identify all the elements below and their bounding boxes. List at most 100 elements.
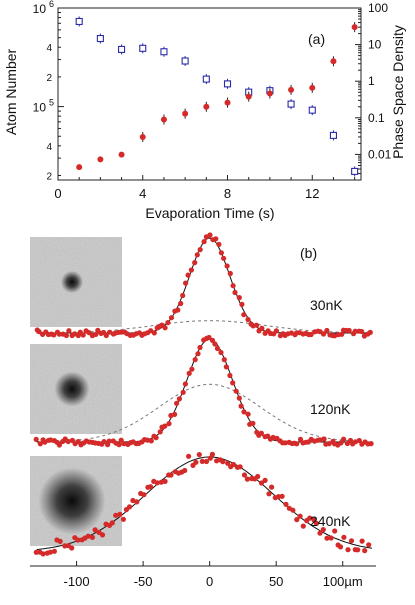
left-tick-label: 2 xyxy=(46,171,52,182)
profile-data-point xyxy=(162,478,168,484)
profile-data-point xyxy=(359,538,365,544)
profile-data-point xyxy=(85,533,91,539)
profile-data-point xyxy=(103,332,109,339)
panel-b: (b) -100 -50 0 50 100µm 30nK 120nK 240nK xyxy=(30,232,376,589)
psd-point xyxy=(118,151,125,158)
panel-b-x-tick-label: 50 xyxy=(269,574,283,589)
profile-data-point xyxy=(216,241,222,247)
left-tick-label: 2 xyxy=(46,73,52,84)
profile-data-point xyxy=(209,451,215,457)
profile-data-point xyxy=(346,327,352,334)
psd-point xyxy=(288,86,295,93)
profile-data-point xyxy=(232,289,238,296)
profile-data-point xyxy=(320,527,326,533)
profile-data-point xyxy=(236,295,242,301)
profile-data-point xyxy=(178,300,184,307)
absorption-image xyxy=(30,456,122,546)
profile-data-point xyxy=(95,327,101,333)
profile-data-point xyxy=(175,307,181,313)
profile-data-point xyxy=(206,334,212,341)
psd-point xyxy=(245,93,252,100)
panel-a-x-axis-label: Evaporation Time (s) xyxy=(145,205,274,221)
temperature-label: 240nK xyxy=(310,513,351,529)
profile-data-point xyxy=(99,532,106,538)
left-tick-label: 10 xyxy=(33,2,47,16)
profile-data-point xyxy=(220,459,226,465)
profile-data-point xyxy=(66,328,72,334)
profile-data-point xyxy=(218,250,224,256)
profile-data-point xyxy=(130,497,136,504)
atom-number-point xyxy=(75,17,83,26)
profile-data-point xyxy=(180,292,186,299)
panel-b-x-tick-label: -50 xyxy=(134,574,153,589)
psd-point xyxy=(266,90,273,97)
profile-data-point xyxy=(33,436,39,442)
psd-point xyxy=(309,84,316,91)
profile-data-point xyxy=(188,267,194,273)
profile-data-point xyxy=(239,301,245,307)
profile-data-point xyxy=(157,429,163,435)
profile-data-point xyxy=(230,461,237,468)
profile-data-point xyxy=(241,409,247,415)
profile-data-point xyxy=(227,372,233,379)
profile-data-point xyxy=(317,437,323,443)
profile-data-point xyxy=(348,538,355,544)
absorption-image xyxy=(30,344,122,434)
x-tick-label: 0 xyxy=(54,186,61,201)
atom-number-point xyxy=(308,106,316,114)
profile-data-point xyxy=(116,442,122,448)
profile-data-point xyxy=(233,388,239,394)
profile-data-point xyxy=(237,464,243,470)
profile-data-point xyxy=(189,366,195,372)
profile-data-point xyxy=(195,351,201,357)
profile-data-point xyxy=(294,517,300,523)
profile-240nK: 240nK xyxy=(30,451,373,557)
profile-data-point xyxy=(294,441,300,447)
profile-data-point xyxy=(328,535,334,541)
psd-point xyxy=(139,133,146,140)
profile-data-point xyxy=(324,535,330,541)
profile-data-point xyxy=(221,357,227,363)
profile-data-point xyxy=(339,331,345,337)
profile-data-point xyxy=(214,345,221,352)
profile-data-point xyxy=(51,548,58,554)
profile-data-point xyxy=(258,430,264,436)
panel-b-x-tick-label: 0 xyxy=(206,574,213,589)
x-tick-label: 8 xyxy=(224,186,231,201)
profile-data-point xyxy=(63,332,69,339)
profile-data-point xyxy=(186,453,192,459)
profile-data-point xyxy=(194,252,200,258)
profile-data-point xyxy=(182,381,188,387)
profile-data-point xyxy=(259,325,265,331)
profile-data-point xyxy=(224,263,230,269)
profile-data-point xyxy=(36,329,42,335)
profile-data-point xyxy=(69,545,75,551)
atom-number-point xyxy=(329,131,338,139)
x-tick-label: 12 xyxy=(305,186,319,201)
profile-data-point xyxy=(180,389,186,395)
profile-data-point xyxy=(65,438,71,445)
profile-data-point xyxy=(120,516,126,522)
profile-data-point xyxy=(326,441,332,447)
profile-data-point xyxy=(92,527,98,533)
profile-data-point xyxy=(341,534,347,540)
atom-number-point xyxy=(202,75,210,83)
profile-data-point xyxy=(162,423,168,429)
panel-a-left-axis-label: Atom Number xyxy=(3,48,19,135)
panel-a-x-tick-labels: 0 4 8 12 xyxy=(54,186,319,201)
profile-data-point xyxy=(320,331,327,337)
profile-data-point xyxy=(203,458,210,465)
profile-30nK: 30nK xyxy=(30,232,373,339)
profile-data-point xyxy=(185,272,191,278)
atom-number-point xyxy=(351,167,359,175)
profile-data-point xyxy=(118,437,124,443)
profile-data-point xyxy=(154,480,160,486)
profile-data-point xyxy=(134,499,140,505)
profile-data-point xyxy=(192,260,198,266)
profile-data-point xyxy=(101,439,107,445)
profile-data-point xyxy=(308,331,314,338)
atom-number-point xyxy=(118,45,126,53)
